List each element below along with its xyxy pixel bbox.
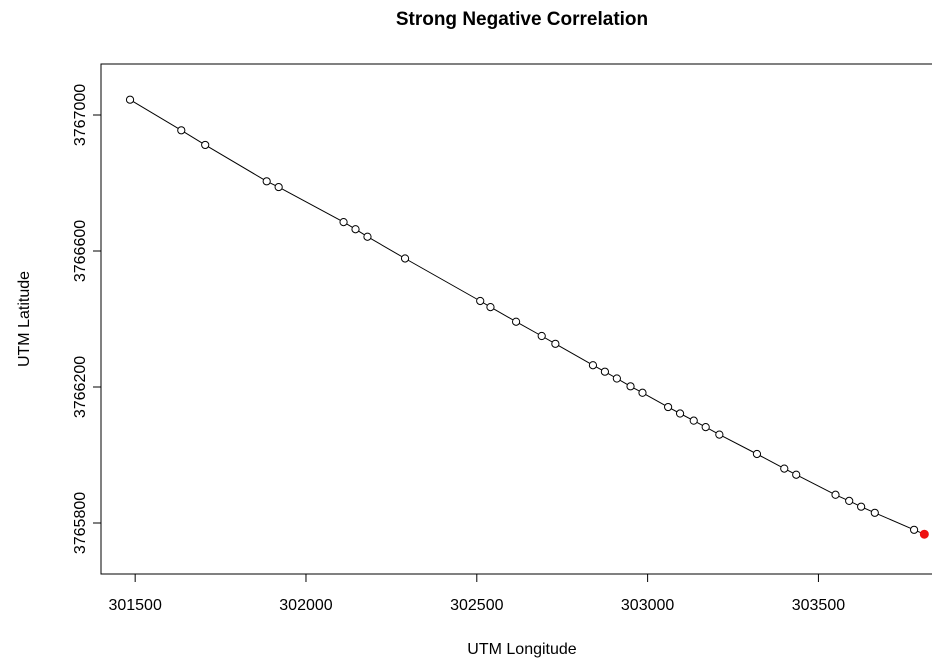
data-point [201, 140, 210, 150]
x-tick-label: 303000 [621, 597, 674, 614]
data-point [870, 508, 879, 517]
data-point [588, 361, 598, 370]
data-point [664, 402, 673, 412]
data-point [262, 177, 271, 186]
x-tick-label: 302500 [450, 597, 503, 614]
data-point [600, 367, 610, 376]
x-tick-label: 303500 [792, 597, 845, 614]
data-point [125, 95, 135, 104]
series-layer [125, 95, 929, 539]
data-point [701, 423, 710, 432]
data-point [612, 374, 621, 383]
data-point [511, 317, 521, 326]
data-point [476, 296, 485, 306]
data-point [831, 490, 840, 499]
connecting-line [129, 99, 925, 535]
data-point [845, 496, 854, 505]
data-point [638, 388, 647, 397]
data-point [363, 232, 372, 241]
data-point [339, 218, 348, 227]
y-tick-label: 3765800 [72, 492, 89, 554]
data-point [626, 382, 635, 391]
data-point [551, 339, 560, 348]
highlighted-point [919, 529, 929, 539]
y-axis: 3765800 3766200 3766600 3767000 [72, 84, 102, 554]
data-point [689, 416, 698, 425]
data-point [752, 449, 762, 459]
y-axis-label: UTM Latitude [16, 271, 33, 367]
x-tick-label: 302000 [279, 597, 332, 614]
data-point [675, 409, 685, 418]
data-point [274, 182, 283, 192]
data-point [177, 126, 186, 135]
data-point [792, 470, 801, 479]
data-point [909, 525, 919, 534]
data-point [857, 502, 866, 511]
data-point [400, 254, 410, 263]
y-tick-label: 3766600 [72, 220, 89, 282]
y-tick-label: 3766200 [72, 356, 89, 418]
data-point [715, 430, 724, 439]
x-axis: 301500 302000 302500 303000 303500 [108, 573, 845, 614]
data-point [780, 464, 789, 473]
x-axis-label: UTM Longitude [467, 641, 576, 658]
x-tick-label: 301500 [108, 597, 161, 614]
chart-title: Strong Negative Correlation [396, 9, 648, 30]
data-point [351, 225, 360, 234]
data-point [486, 303, 495, 312]
data-point [537, 331, 546, 341]
y-tick-label: 3767000 [72, 84, 89, 146]
